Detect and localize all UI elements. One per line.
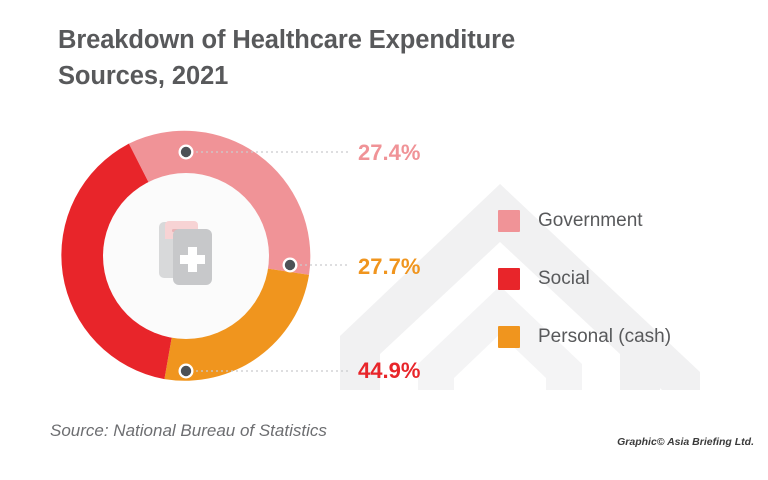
legend-label-social: Social	[538, 268, 590, 289]
legend-item-social[interactable]: Social	[498, 250, 748, 308]
donut-chart	[58, 128, 314, 384]
credit-note: Graphic© Asia Briefing Ltd.	[617, 436, 754, 448]
medical-record-icon	[159, 221, 212, 285]
legend-swatch-personal	[498, 326, 520, 348]
value-label-social: 44.9%	[358, 358, 421, 383]
legend-label-personal: Personal (cash)	[538, 326, 672, 347]
source-note: Source: National Bureau of Statistics	[50, 421, 327, 440]
legend-swatch-government	[498, 210, 520, 232]
page-title: Breakdown of Healthcare Expenditure Sour…	[58, 26, 516, 91]
legend-item-government[interactable]: Government	[498, 192, 748, 250]
chart-legend: Government Social Personal (cash)	[498, 192, 748, 366]
donut-chart-svg	[61, 130, 311, 381]
value-label-government: 27.4%	[358, 140, 421, 165]
legend-label-government: Government	[538, 210, 643, 231]
value-label-personal: 27.7%	[358, 254, 421, 279]
legend-swatch-social	[498, 268, 520, 290]
legend-item-personal[interactable]: Personal (cash)	[498, 308, 748, 366]
